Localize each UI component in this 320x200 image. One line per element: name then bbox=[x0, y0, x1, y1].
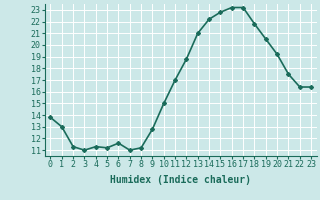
X-axis label: Humidex (Indice chaleur): Humidex (Indice chaleur) bbox=[110, 175, 251, 185]
